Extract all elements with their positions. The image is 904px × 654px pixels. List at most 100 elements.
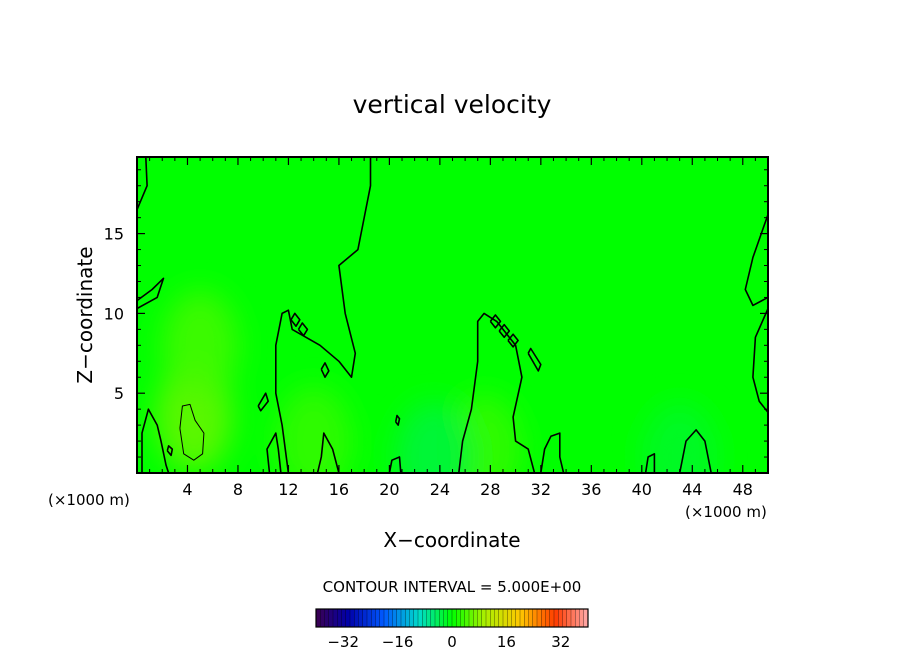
colorbar-swatch	[341, 608, 347, 628]
axis-ticks	[137, 157, 768, 473]
contour-line-4	[274, 157, 372, 473]
contour-line-11	[744, 214, 768, 307]
contour-line-21	[257, 392, 270, 412]
velocity-field	[155, 290, 718, 473]
colorbar-swatch	[541, 608, 546, 628]
colorbar-swatch	[481, 608, 487, 628]
colorbar-swatch	[324, 608, 330, 628]
contour-line-8	[540, 432, 565, 473]
colorbar-swatch	[328, 608, 334, 628]
colorbar-swatch	[413, 608, 419, 628]
colorbar-swatch	[447, 608, 453, 628]
plot-area	[136, 156, 769, 474]
colorbar-swatch	[443, 608, 449, 628]
colorbar-swatch	[545, 608, 551, 628]
colorbar-swatch	[460, 608, 466, 628]
colorbar-swatch	[396, 608, 402, 628]
colorbar-swatch	[570, 608, 576, 628]
contour-line-5	[316, 432, 340, 473]
colorbar-swatch	[468, 608, 474, 628]
colorbar-swatch	[532, 608, 538, 628]
colorbar-swatch	[371, 608, 376, 628]
colorbar-swatch	[388, 608, 393, 628]
colorbar-swatch	[456, 608, 461, 628]
contour-line-23	[166, 445, 174, 457]
colorbar-swatch	[362, 608, 368, 628]
colorbar-tick-label: 16	[497, 633, 516, 651]
colorbar-tick-labels: −32 −16 0 16 32	[327, 633, 570, 651]
colorbar-swatch	[345, 608, 351, 628]
contour-line-2	[137, 277, 165, 310]
contour-line-18	[507, 333, 519, 348]
contour-line-20	[320, 362, 330, 379]
colorbar-swatch	[473, 608, 478, 628]
contour-line-7	[458, 312, 536, 473]
contour-line-22	[394, 414, 401, 426]
x-tick-label: 40	[632, 480, 652, 499]
colorbar-swatch	[379, 608, 385, 628]
y-tick-labels: 5 10 15	[104, 225, 124, 404]
contour-line-17	[498, 323, 511, 339]
colorbar-swatch	[507, 608, 512, 628]
colorbar-swatch	[558, 608, 563, 628]
contour-line-3	[266, 432, 282, 473]
colorbar-swatch	[375, 608, 381, 628]
colorbar-tick-label: 32	[551, 633, 570, 651]
contour-interval-text: CONTOUR INTERVAL = 5.000E+00	[323, 578, 582, 596]
colorbar-swatch	[422, 608, 427, 628]
x-tick-label: 24	[430, 480, 450, 499]
contour-line-9	[644, 452, 656, 473]
x-units-right: (×1000 m)	[685, 503, 767, 521]
colorbar-swatch	[392, 608, 398, 628]
contour-line-14	[290, 312, 301, 328]
colorbar-swatch	[515, 608, 521, 628]
colorbar-swatch	[562, 608, 568, 628]
x-tick-label: 48	[733, 480, 753, 499]
colorbar-swatch	[490, 608, 495, 628]
colorbar-frame	[315, 608, 589, 628]
colorbar-swatch	[536, 608, 542, 628]
colorbar-swatch	[464, 608, 470, 628]
contour-line-16	[489, 314, 502, 329]
chart-title: vertical velocity	[353, 90, 552, 119]
colorbar-swatch	[409, 608, 415, 628]
colorbar-swatch	[383, 608, 389, 628]
colorbar-swatch	[417, 608, 423, 628]
colorbar-swatch	[354, 608, 359, 628]
contour-line-6	[388, 456, 402, 473]
colorbar-swatch	[519, 608, 525, 628]
colorbar-swatch	[337, 608, 342, 628]
colorbar-swatch	[494, 608, 500, 628]
colorbar-swatch	[485, 608, 491, 628]
colorbar-swatch	[575, 608, 580, 628]
x-tick-label: 28	[480, 480, 500, 499]
x-tick-labels: 4 8 12 16 20 24 28 32 36 40 44 48	[182, 480, 753, 499]
field-peak-5	[641, 402, 718, 473]
x-tick-label: 8	[233, 480, 243, 499]
colorbar-tick-label: −32	[327, 633, 359, 651]
colorbar-swatches	[315, 608, 589, 628]
x-tick-label: 44	[682, 480, 702, 499]
colorbar-swatch	[400, 608, 406, 628]
y-axis-label: Z−coordinate	[73, 246, 97, 383]
contour-line-13	[179, 403, 205, 461]
x-units-left: (×1000 m)	[48, 491, 130, 509]
x-tick-label: 36	[581, 480, 601, 499]
contour-line-12	[752, 308, 768, 413]
x-tick-label: 32	[531, 480, 551, 499]
contour-line-15	[297, 322, 309, 337]
colorbar-swatch	[315, 608, 321, 628]
colorbar-tick-label: −16	[382, 633, 414, 651]
y-tick-label: 15	[104, 225, 124, 244]
colorbar-swatch	[434, 608, 440, 628]
x-axis-label: X−coordinate	[383, 528, 520, 552]
colorbar-swatch	[579, 608, 585, 628]
colorbar-swatch	[349, 608, 355, 628]
colorbar-swatch	[528, 608, 534, 628]
x-tick-label: 16	[329, 480, 349, 499]
colorbar-swatch	[477, 608, 483, 628]
colorbar-swatch	[332, 608, 338, 628]
field-peak-1	[162, 290, 239, 401]
colorbar-swatch	[320, 608, 325, 628]
